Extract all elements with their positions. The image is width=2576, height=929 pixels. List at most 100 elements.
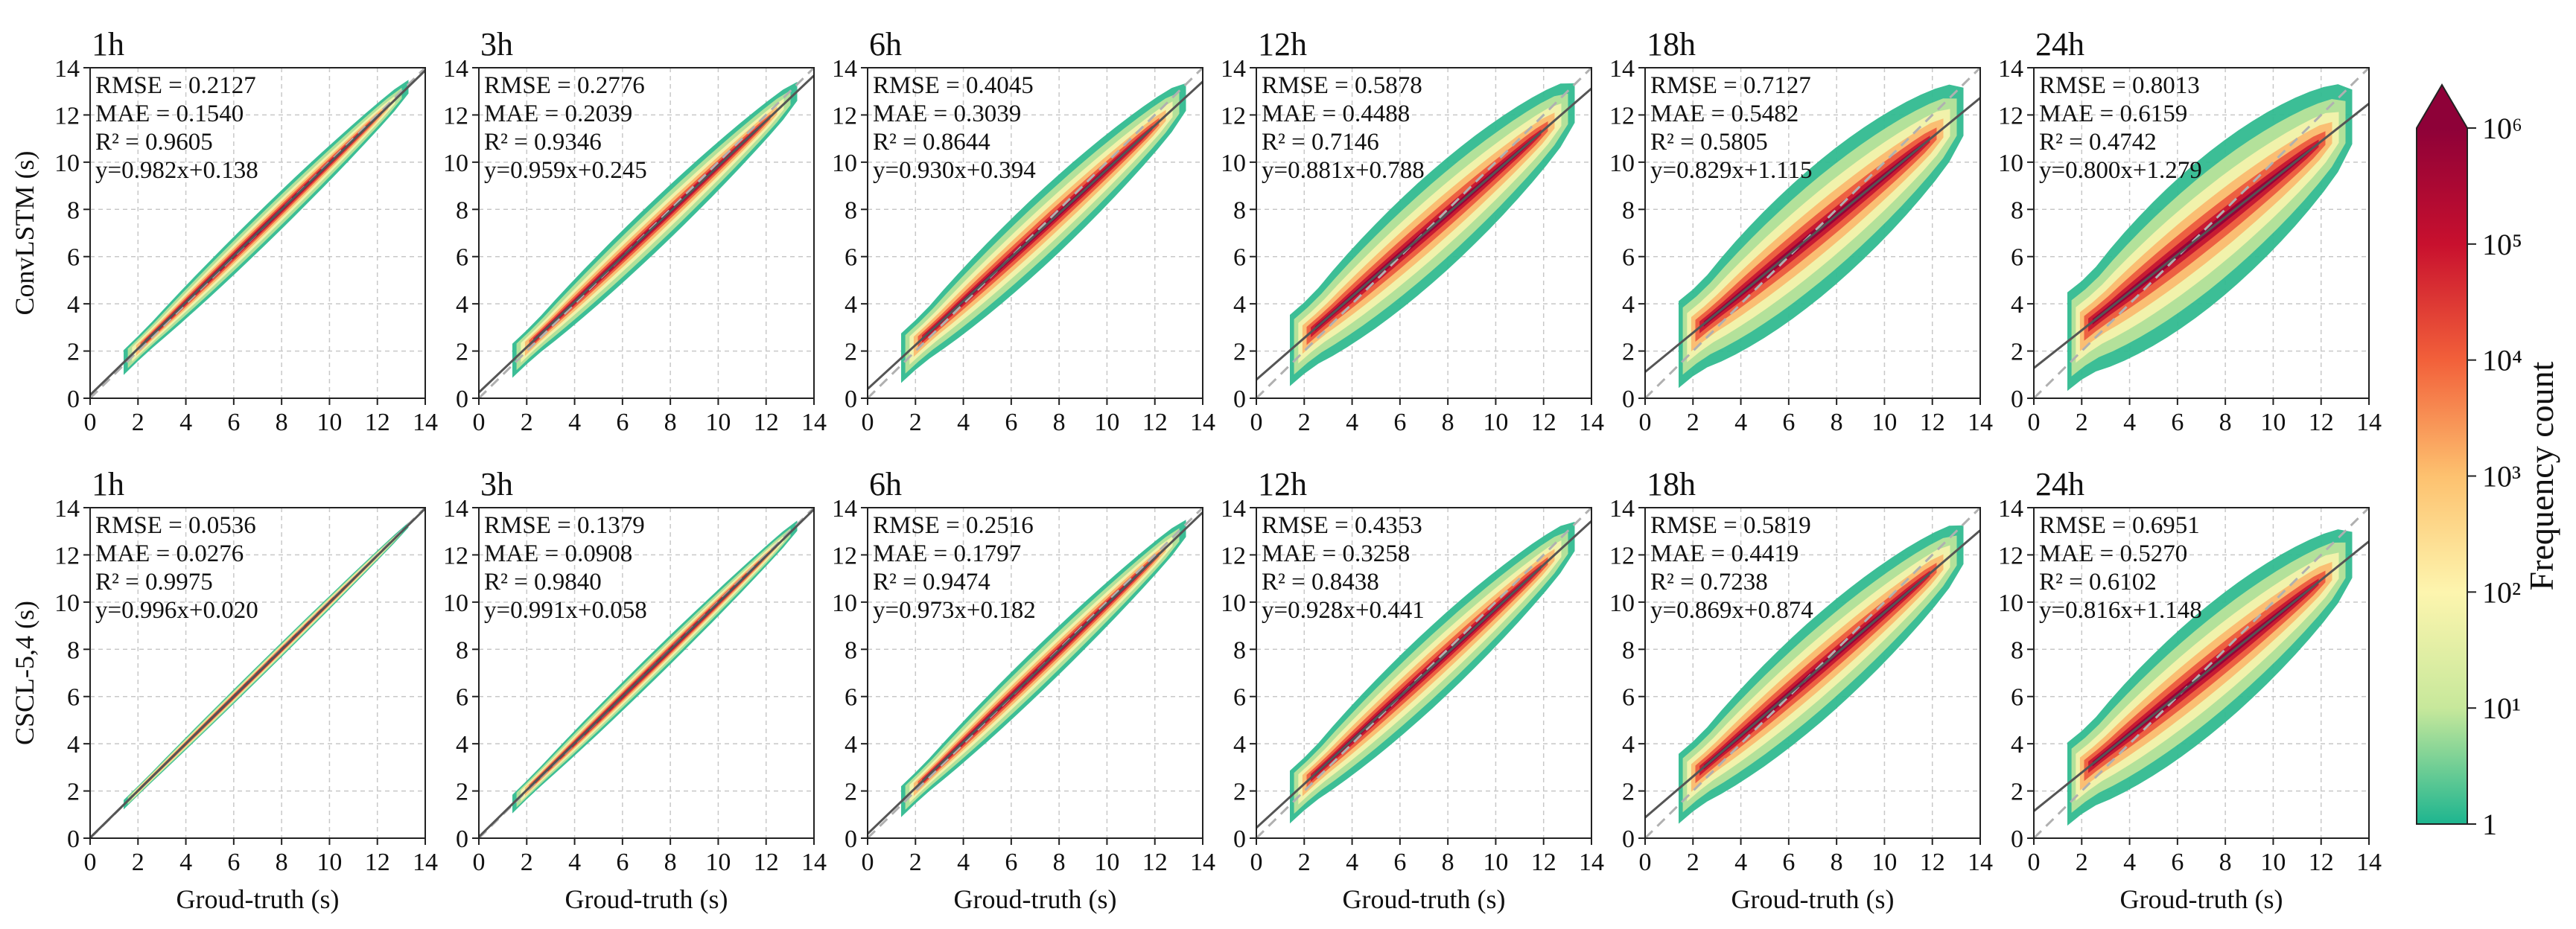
stat-line: RMSE = 0.2516 — [873, 512, 1034, 539]
stat-line: y=0.800x+1.279 — [2039, 157, 2202, 184]
identity-line — [1256, 508, 1591, 838]
fit-line — [1256, 520, 1591, 829]
x-tick-label: 8 — [664, 409, 677, 436]
identity-line — [90, 68, 425, 398]
x-tick-label: 4 — [957, 409, 970, 436]
x-tick-label: 10 — [705, 849, 731, 876]
x-tick-label: 14 — [1190, 849, 1215, 876]
x-tick-label: 10 — [705, 409, 731, 436]
y-tick-label: 14 — [832, 495, 857, 523]
y-tick-label: 4 — [1622, 291, 1635, 319]
y-tick-label: 8 — [1622, 636, 1635, 664]
y-tick-label: 0 — [456, 826, 468, 853]
stat-line: y=0.928x+0.441 — [1262, 597, 1425, 624]
x-tick-label: 0 — [84, 409, 97, 436]
y-axis-label: ConvLSTM (s) — [10, 150, 39, 315]
x-tick-label: 6 — [1782, 409, 1795, 436]
stat-line: RMSE = 0.6951 — [2039, 512, 2200, 539]
fit-line — [90, 508, 425, 838]
x-axis-label: Groud-truth (s) — [565, 884, 728, 914]
x-tick-label: 14 — [1579, 409, 1604, 436]
y-tick-label: 0 — [67, 386, 80, 413]
x-axis-label: Groud-truth (s) — [1343, 884, 1506, 914]
x-tick-label: 4 — [1734, 849, 1747, 876]
x-tick-label: 10 — [1094, 409, 1119, 436]
x-tick-label: 12 — [365, 849, 390, 876]
stat-line: MAE = 0.6159 — [2039, 100, 2187, 127]
panel-title: 12h — [1258, 26, 1307, 63]
x-tick-label: 2 — [132, 849, 144, 876]
y-tick-label: 12 — [1609, 542, 1635, 569]
y-tick-label: 8 — [67, 197, 80, 224]
stat-line: RMSE = 0.7127 — [1650, 72, 1811, 99]
x-tick-label: 12 — [1142, 849, 1168, 876]
panel-title: 24h — [2035, 26, 2084, 63]
x-tick-label: 0 — [862, 409, 874, 436]
fit-line — [868, 511, 1203, 835]
x-tick-label: 0 — [473, 849, 486, 876]
y-axis-label: CSCL-5,4 (s) — [10, 601, 39, 745]
y-tick-label: 10 — [1609, 150, 1635, 177]
x-tick-label: 10 — [2260, 409, 2286, 436]
y-tick-label: 14 — [54, 55, 80, 83]
y-tick-label: 2 — [456, 339, 468, 366]
stat-line: RMSE = 0.5819 — [1650, 512, 1811, 539]
fit-line — [1645, 97, 1980, 373]
x-tick-label: 10 — [1094, 849, 1119, 876]
y-tick-label: 2 — [67, 779, 80, 806]
x-tick-label: 6 — [616, 849, 629, 876]
y-tick-label: 14 — [443, 55, 468, 83]
y-tick-label: 12 — [1221, 102, 1246, 130]
y-tick-label: 10 — [1998, 150, 2023, 177]
y-tick-label: 4 — [1622, 731, 1635, 759]
stat-line: R² = 0.8644 — [873, 129, 990, 156]
x-tick-label: 8 — [2219, 849, 2232, 876]
stat-line: y=0.869x+0.874 — [1650, 597, 1813, 624]
x-tick-label: 6 — [1782, 849, 1795, 876]
colorbar-tick-label: 10⁵ — [2482, 228, 2522, 261]
x-tick-label: 6 — [227, 409, 240, 436]
stat-line: y=0.959x+0.245 — [484, 157, 647, 184]
colorbar-extend-arrow — [2417, 85, 2467, 128]
stat-line: MAE = 0.1540 — [95, 100, 244, 127]
stat-line: MAE = 0.3258 — [1262, 540, 1410, 567]
fit-line — [479, 508, 814, 838]
x-tick-label: 12 — [365, 409, 390, 436]
y-tick-label: 8 — [1233, 197, 1246, 224]
stat-line: MAE = 0.4488 — [1262, 100, 1410, 127]
x-tick-label: 14 — [413, 849, 438, 876]
x-tick-label: 12 — [1920, 849, 1945, 876]
x-tick-label: 14 — [1190, 409, 1215, 436]
stat-line: y=0.881x+0.788 — [1262, 157, 1425, 184]
panel-title: 12h — [1258, 466, 1307, 502]
y-tick-label: 12 — [443, 102, 468, 130]
panel-convlstm-18h: 00 2 2 4 4 6 6 8 8 10 10 12 12 14 14 18h RMSE = 0.7127MA… — [1609, 26, 1993, 436]
y-tick-label: 8 — [456, 197, 468, 224]
axes-frame — [1256, 67, 1592, 399]
x-tick-label: 10 — [1871, 849, 1897, 876]
x-tick-label: 4 — [179, 849, 192, 876]
axes-frame — [89, 67, 426, 399]
y-tick-label: 0 — [1622, 386, 1635, 413]
axes-frame — [89, 507, 426, 839]
y-tick-label: 12 — [1609, 102, 1635, 130]
y-tick-label: 14 — [832, 55, 857, 83]
stat-line: y=0.930x+0.394 — [873, 157, 1036, 184]
stat-line: MAE = 0.3039 — [873, 100, 1021, 127]
identity-line — [1645, 508, 1980, 838]
y-tick-label: 10 — [54, 150, 80, 177]
x-axis-label: Groud-truth (s) — [954, 884, 1117, 914]
y-tick-label: 4 — [2011, 291, 2023, 319]
x-tick-label: 10 — [1483, 409, 1508, 436]
identity-line — [2034, 68, 2369, 398]
x-tick-label: 2 — [1687, 409, 1699, 436]
stat-line: R² = 0.9474 — [873, 569, 990, 596]
x-tick-label: 2 — [521, 849, 533, 876]
density-cloud — [2067, 84, 2353, 392]
y-tick-label: 8 — [2011, 636, 2023, 664]
y-tick-label: 2 — [1233, 339, 1246, 366]
colorbar-gradient — [2417, 128, 2467, 824]
x-tick-label: 0 — [1639, 409, 1652, 436]
x-tick-label: 4 — [568, 409, 581, 436]
x-tick-label: 12 — [1920, 409, 1945, 436]
